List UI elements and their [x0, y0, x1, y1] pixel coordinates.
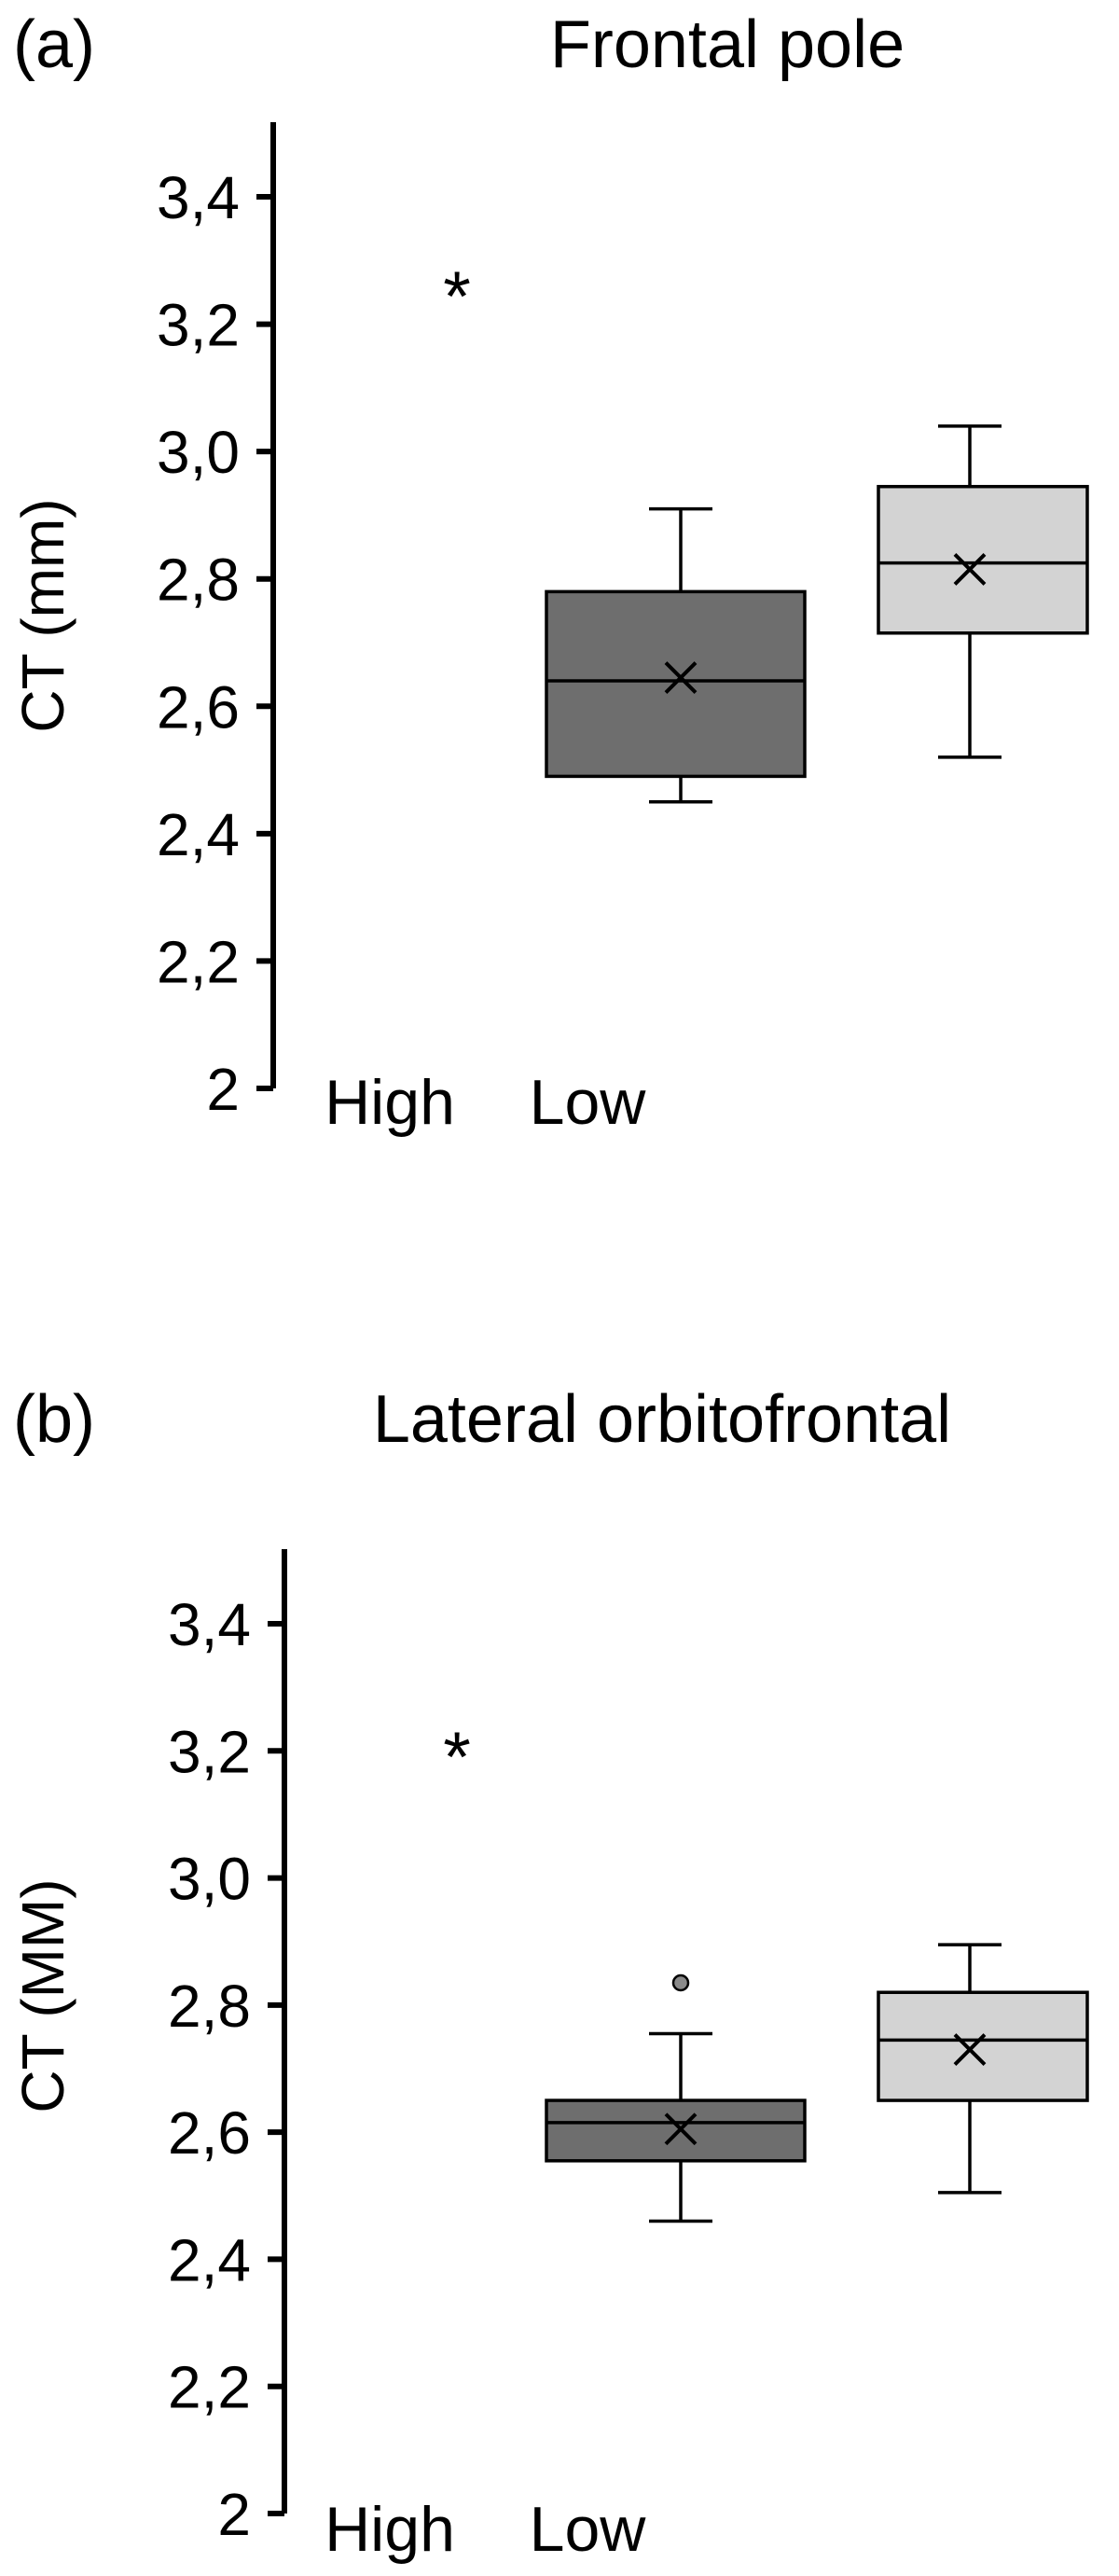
panel-b-y-tick-label: 2,6 [168, 2099, 251, 2167]
panel-b-y-tick-label: 3,0 [168, 1846, 251, 1913]
panel-a-box-low [877, 424, 1089, 759]
panel-b-box-low [877, 1943, 1089, 2195]
panel-a-title: Frontal pole [550, 7, 905, 82]
panel-a-y-axis: 3,4 3,2 3,0 2,8 2,6 2,4 2,2 2 [157, 122, 276, 1123]
panel-b-y-tick-label: 2,2 [168, 2354, 251, 2421]
panel-b: (b) Lateral orbitofrontal CT (MM) 3,4 3,2… [9, 1382, 1089, 2565]
mean-marker [953, 2033, 987, 2066]
panel-b-y-tick-label: 3,4 [168, 1591, 251, 1658]
panel-b-box-high [545, 1974, 807, 2223]
panel-a-boxes [545, 424, 1089, 804]
outlier-point [671, 1974, 690, 1992]
box-iqr [877, 484, 1089, 635]
mean-marker [664, 661, 698, 694]
panel-a-y-tick-label: 3,4 [157, 164, 240, 231]
panel-a-y-tick-label: 2,2 [157, 928, 240, 995]
panel-a-box-high [545, 506, 807, 804]
panel-b-x-label-low: Low [530, 2494, 647, 2565]
panel-a-x-label-low: Low [530, 1067, 647, 1138]
panel-a-label: (a) [13, 7, 95, 82]
panel-b-x-label-high: High [325, 2494, 455, 2565]
panel-b-y-tick-label: 2 [217, 2481, 251, 2548]
panel-a: (a) Frontal pole CT (mm) 3,4 3,2 3,0 2,8 2,6… [9, 7, 1089, 1138]
panel-a-significance-marker: * [443, 257, 471, 337]
panel-b-title: Lateral orbitofrontal [373, 1382, 951, 1457]
panel-b-label: (b) [13, 1382, 95, 1457]
panel-a-y-tick-label: 2,4 [157, 801, 240, 868]
panel-a-y-tick-label: 3,2 [157, 292, 240, 359]
panel-a-y-tick-label: 2,6 [157, 673, 240, 741]
panel-a-x-label-high: High [325, 1067, 455, 1138]
panel-b-significance-marker: * [443, 1718, 471, 1797]
panel-a-y-tick-label: 3,0 [157, 419, 240, 486]
panel-a-y-tick-label: 2,8 [157, 547, 240, 614]
panel-a-y-tick-label: 2 [206, 1056, 240, 1123]
panel-b-y-tick-label: 2,8 [168, 1973, 251, 2040]
panel-a-y-axis-label: CT (mm) [9, 498, 76, 732]
panel-b-y-tick-label: 2,4 [168, 2226, 251, 2293]
box-iqr [877, 1990, 1089, 2102]
box-iqr [545, 2098, 807, 2163]
mean-marker [953, 553, 987, 586]
panel-b-boxes [545, 1943, 1089, 2223]
panel-b-y-axis-label: CT (MM) [9, 1878, 76, 2112]
panel-b-y-axis: 3,4 3,2 3,0 2,8 2,6 2,4 2,2 2 [168, 1549, 287, 2548]
panel-b-y-tick-label: 3,2 [168, 1718, 251, 1785]
mean-marker [664, 2112, 698, 2146]
